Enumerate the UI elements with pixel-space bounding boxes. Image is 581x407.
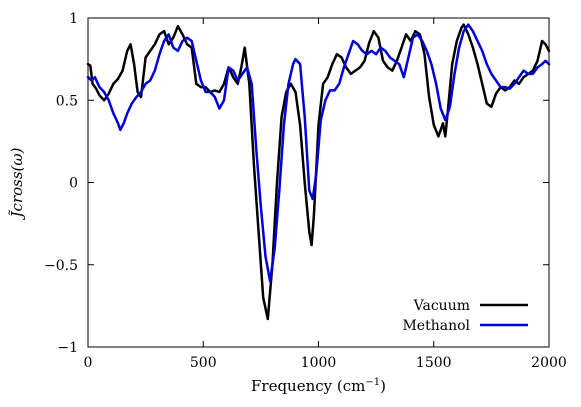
x-tick-label: 0 bbox=[84, 355, 93, 371]
series-line-methanol bbox=[86, 23, 551, 283]
legend-label-vacuum: Vacuum bbox=[413, 298, 470, 314]
y-tick-label: −1 bbox=[57, 340, 78, 356]
legend: Vacuum Methanol bbox=[402, 298, 528, 334]
y-tick-label: 1 bbox=[69, 11, 78, 27]
plot-frame bbox=[87, 17, 550, 348]
x-axis-label-main: Frequency (cm bbox=[251, 377, 365, 395]
x-axis-label-superscript: −1 bbox=[365, 377, 380, 388]
y-axis-label: J̃cross(ω) bbox=[8, 147, 26, 220]
y-tick-label: −0.5 bbox=[44, 258, 78, 274]
x-tick-label: 1000 bbox=[301, 355, 337, 371]
legend-label-methanol: Methanol bbox=[402, 318, 470, 334]
series-layer bbox=[86, 23, 551, 321]
y-tick-label: 0 bbox=[69, 176, 78, 192]
x-axis-label-tail: ) bbox=[380, 377, 386, 395]
y-tick-label: 0.5 bbox=[56, 93, 78, 109]
x-axis-label: Frequency (cm−1) bbox=[251, 377, 386, 395]
ticks-layer: 0 500 1000 1500 2000 −1 −0.5 0 0.5 1 bbox=[44, 11, 567, 371]
x-tick-label: 1500 bbox=[416, 355, 452, 371]
x-tick-label: 500 bbox=[190, 355, 217, 371]
x-tick-label: 2000 bbox=[531, 355, 567, 371]
series-line-vacuum bbox=[86, 23, 551, 321]
